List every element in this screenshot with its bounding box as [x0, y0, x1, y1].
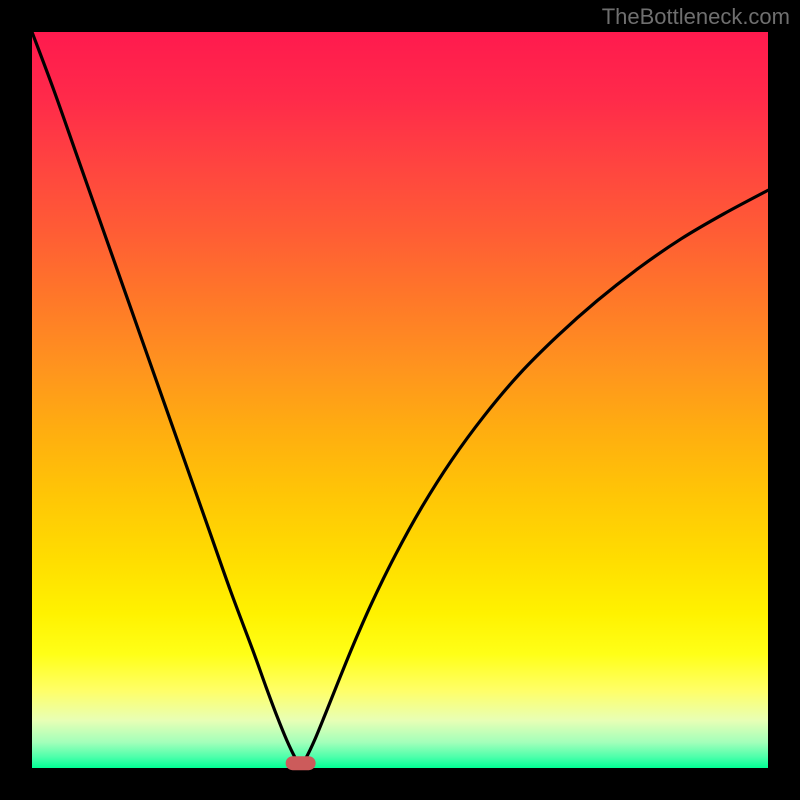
watermark-text: TheBottleneck.com	[602, 4, 790, 30]
plot-area-gradient	[32, 32, 768, 768]
chart-container: TheBottleneck.com	[0, 0, 800, 800]
bottleneck-chart	[0, 0, 800, 800]
optimal-point-marker	[286, 756, 316, 770]
